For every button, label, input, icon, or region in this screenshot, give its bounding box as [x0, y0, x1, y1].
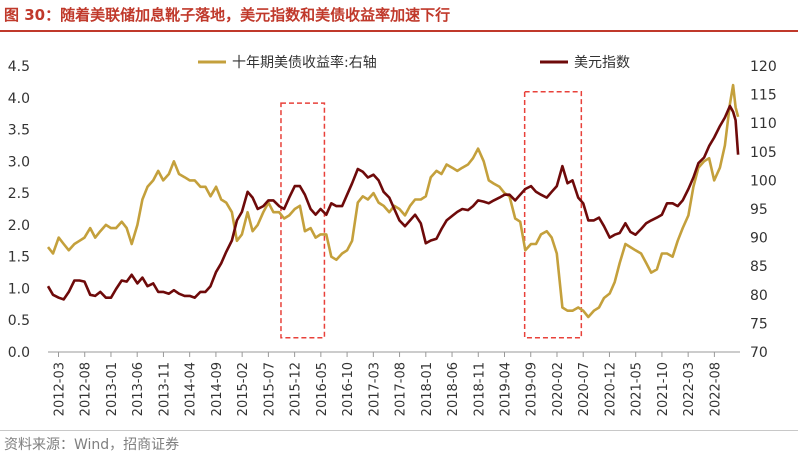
- y-left-tick-label: 2.0: [8, 218, 30, 234]
- y-right-tick-label: 80: [750, 288, 768, 304]
- y-left-tick-label: 1.5: [8, 250, 30, 266]
- x-tick-label: 2019-09: [525, 362, 540, 416]
- x-tick-label: 2013-11: [157, 362, 172, 416]
- y-right-tick-label: 110: [750, 116, 777, 132]
- x-tick-label: 2014-09: [210, 362, 225, 416]
- x-tick-label: 2017-03: [367, 362, 382, 416]
- x-tick-label: 2021-05: [630, 362, 645, 416]
- y-left-tick-label: 2.5: [8, 186, 30, 202]
- chart-axes: 0.0 0.5 1.0 1.5 2.0 2.5 3.0 3.5 4.0 4.5 70 75 80 85 90…: [8, 59, 777, 416]
- y-left-tick-label: 4.0: [8, 91, 30, 107]
- x-tick-label: 2015-02: [236, 362, 251, 416]
- y-left-tick-label: 3.0: [8, 154, 30, 170]
- y-right-tick-label: 100: [750, 173, 777, 189]
- y-right-tick-label: 90: [750, 231, 768, 247]
- x-tick-label: 2019-04: [499, 362, 514, 416]
- highlight-box-2: [523, 90, 583, 339]
- x-tick-label: 2013-06: [131, 362, 146, 416]
- highlight-box-1: [280, 102, 326, 339]
- y-right-tick-label: 85: [750, 259, 768, 275]
- y-right-tick-label: 95: [750, 202, 768, 218]
- x-tick-label: 2017-08: [394, 362, 409, 416]
- x-tick-label: 2022-08: [708, 362, 723, 416]
- x-tick-label: 2020-12: [603, 362, 618, 416]
- x-tick-label: 2015-12: [289, 362, 304, 416]
- series-lines: [46, 83, 740, 319]
- x-tick-label: 2018-11: [472, 362, 487, 416]
- x-tick-label: 2013-01: [105, 362, 120, 416]
- series-line-dollar-index: [46, 104, 740, 301]
- legend-item-dollar-index-label: 美元指数: [574, 55, 630, 71]
- source-note: 资料来源：Wind，招商证券: [4, 437, 180, 453]
- line-chart: 0.0 0.5 1.0 1.5 2.0 2.5 3.0 3.5 4.0 4.5 70 75 80 85 90…: [8, 54, 777, 416]
- y-right-tick-label: 75: [750, 316, 768, 332]
- x-tick-label: 2012-08: [79, 362, 94, 416]
- x-tick-label: 2020-02: [551, 362, 566, 416]
- y-left-tick-label: 0.0: [8, 345, 30, 361]
- y-right-tick-label: 120: [750, 59, 777, 75]
- x-tick-label: 2016-10: [341, 362, 356, 416]
- x-tick-label: 2012-03: [52, 362, 67, 416]
- y-right-tick-label: 105: [750, 145, 777, 161]
- legend-item-treasury-yield-label: 十年期美债收益率:右轴: [232, 54, 377, 71]
- x-tick-label: 2014-04: [184, 362, 199, 416]
- y-left-tick-label: 3.5: [8, 123, 30, 139]
- highlight-regions: [280, 90, 583, 339]
- y-left-tick-label: 4.5: [8, 59, 30, 75]
- chart-legend: 十年期美债收益率:右轴 美元指数: [198, 54, 630, 71]
- y-left-tick-label: 1.0: [8, 281, 30, 297]
- title-divider: [0, 30, 798, 32]
- footer-divider: [0, 430, 798, 431]
- y-right-tick-label: 115: [750, 88, 777, 104]
- x-tick-label: 2016-05: [315, 362, 330, 416]
- x-tick-label: 2018-01: [420, 362, 435, 416]
- x-tick-label: 2020-07: [577, 362, 592, 416]
- y-left-tick-label: 0.5: [8, 313, 30, 329]
- x-tick-label: 2021-10: [656, 362, 671, 416]
- series-line-treasury-yield: [46, 83, 740, 319]
- x-tick-label: 2022-03: [682, 362, 697, 416]
- y-right-tick-label: 70: [750, 345, 768, 361]
- x-tick-label: 2018-06: [446, 362, 461, 416]
- x-tick-label: 2015-07: [262, 362, 277, 416]
- figure-title: 图 30：随着美联储加息靴子落地，美元指数和美债收益率加速下行: [4, 6, 451, 24]
